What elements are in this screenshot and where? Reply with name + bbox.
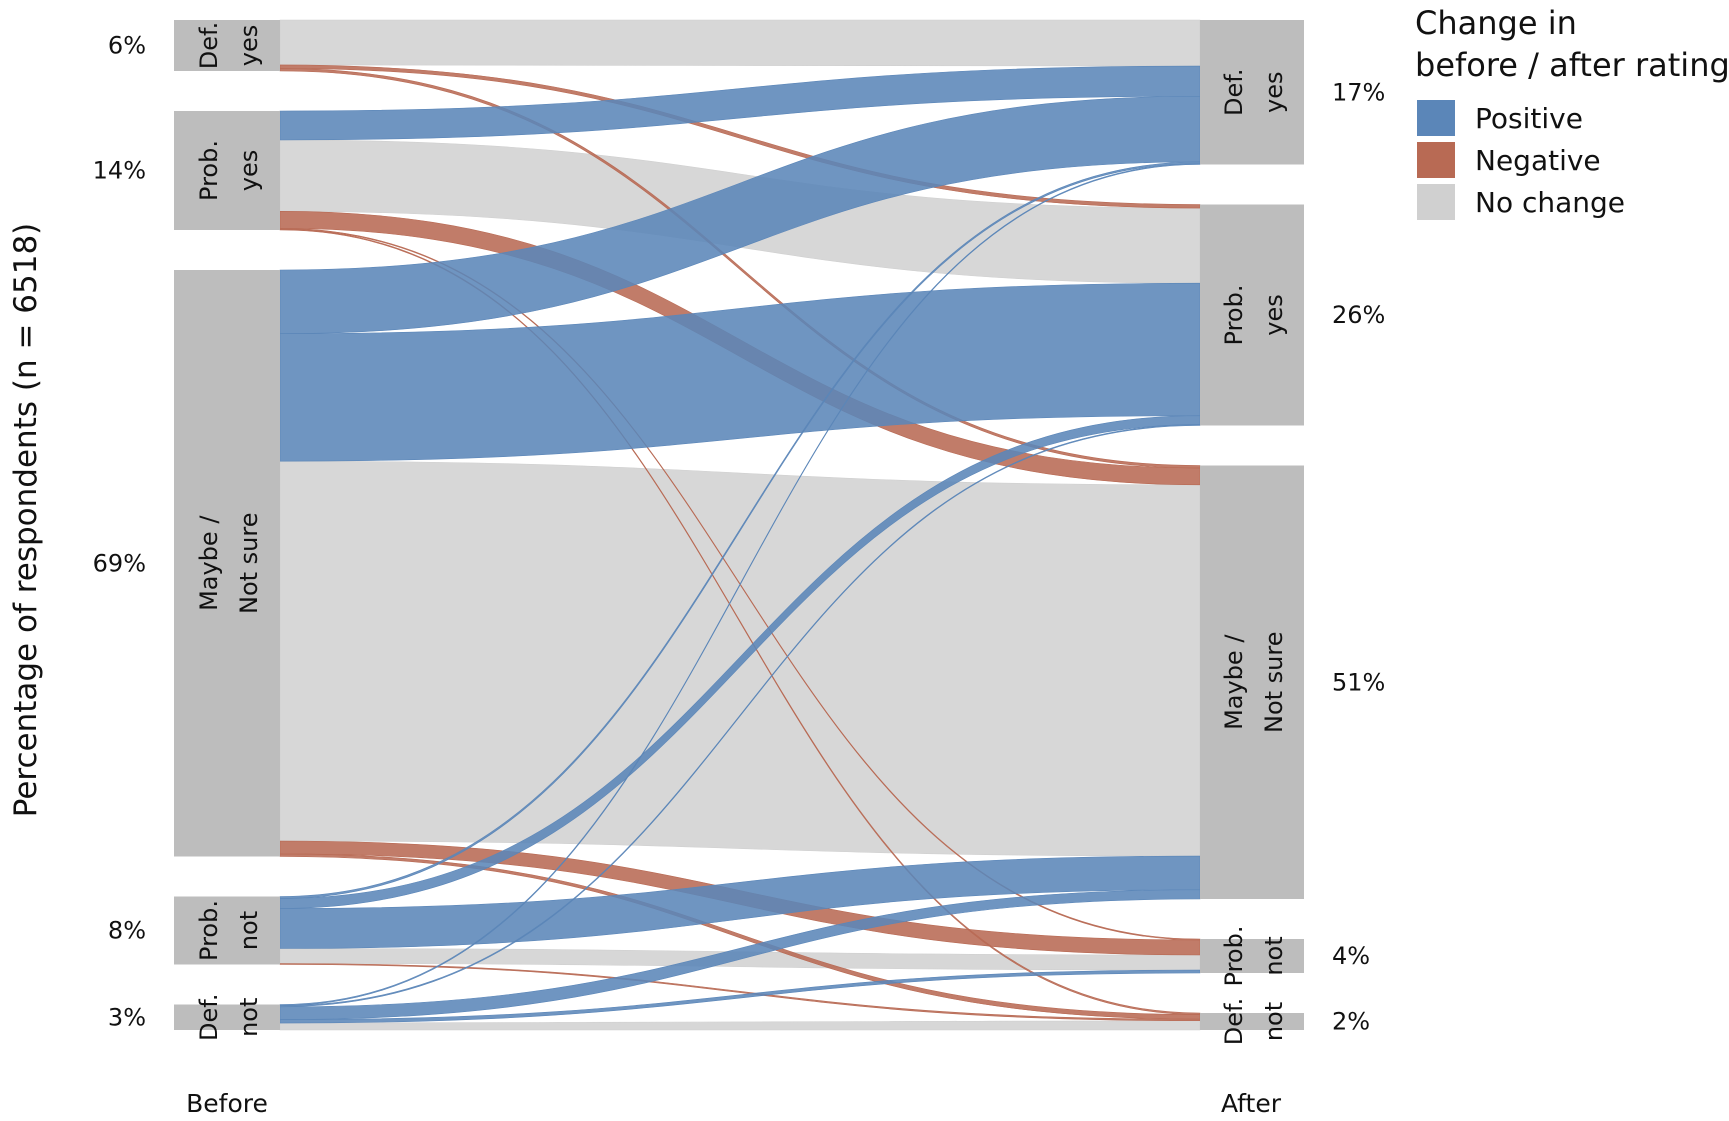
pct-label-before-4: 3% [108,1003,146,1031]
node-before-3 [174,896,280,965]
legend: Change in before / after rating Positive… [1415,4,1729,220]
pct-label-after-1: 26% [1332,301,1385,329]
pct-label-after-3: 4% [1332,942,1370,970]
flows-layer [279,19,1201,1031]
flow-nochange [279,19,1201,67]
pct-label-after-4: 2% [1332,1008,1370,1036]
category-label-before-3: Prob. not [195,900,263,961]
legend-label-nochange: No change [1475,186,1625,219]
legend-label-positive: Positive [1475,102,1583,135]
pct-label-before-1: 14% [93,157,146,185]
node-after-4 [1200,1013,1304,1030]
category-label-before-0: Def. yes [195,22,263,70]
node-after-2 [1200,465,1304,899]
node-before-2 [174,270,280,857]
legend-swatch-negative [1417,142,1455,178]
category-label-after-2: Maybe / Not sure [1220,632,1288,734]
pct-label-after-0: 17% [1332,78,1385,106]
category-label-after-0: Def. yes [1220,68,1288,116]
legend-swatch-nochange [1417,184,1455,220]
node-before-0 [174,20,280,71]
pct-label-after-2: 51% [1332,668,1385,696]
labels-layer: Def. yes Prob. yes Maybe / Not sure Prob. not De… [93,22,1386,1046]
category-label-after-3: Prob. not [1220,926,1288,987]
legend-label-negative: Negative [1475,144,1601,177]
pct-label-before-3: 8% [108,917,146,945]
node-after-1 [1200,204,1304,426]
legend-title-line-2: before / after rating [1415,46,1729,84]
category-label-before-4: Def. not [195,993,263,1041]
node-before-4 [174,1004,280,1030]
pct-label-before-0: 6% [108,32,146,60]
category-label-before-2: Maybe / Not sure [195,513,263,615]
legend-swatch-positive [1417,100,1455,136]
legend-items: Positive Negative No change [1417,100,1625,220]
pct-label-before-2: 69% [93,549,146,577]
y-axis-label: Percentage of respondents (n = 6518) [8,223,44,818]
node-after-3 [1200,939,1304,973]
category-label-before-1: Prob. yes [195,140,263,201]
nodes-layer [174,20,1304,1030]
axis-label-after: After [1221,1089,1282,1118]
flow-nochange [279,1020,1201,1031]
legend-title-line-1: Change in [1415,4,1577,42]
category-label-after-1: Prob. yes [1220,285,1288,346]
axis-label-before: Before [186,1089,268,1118]
node-after-0 [1200,20,1304,165]
category-label-after-4: Def. not [1220,998,1288,1046]
node-before-1 [174,111,280,230]
